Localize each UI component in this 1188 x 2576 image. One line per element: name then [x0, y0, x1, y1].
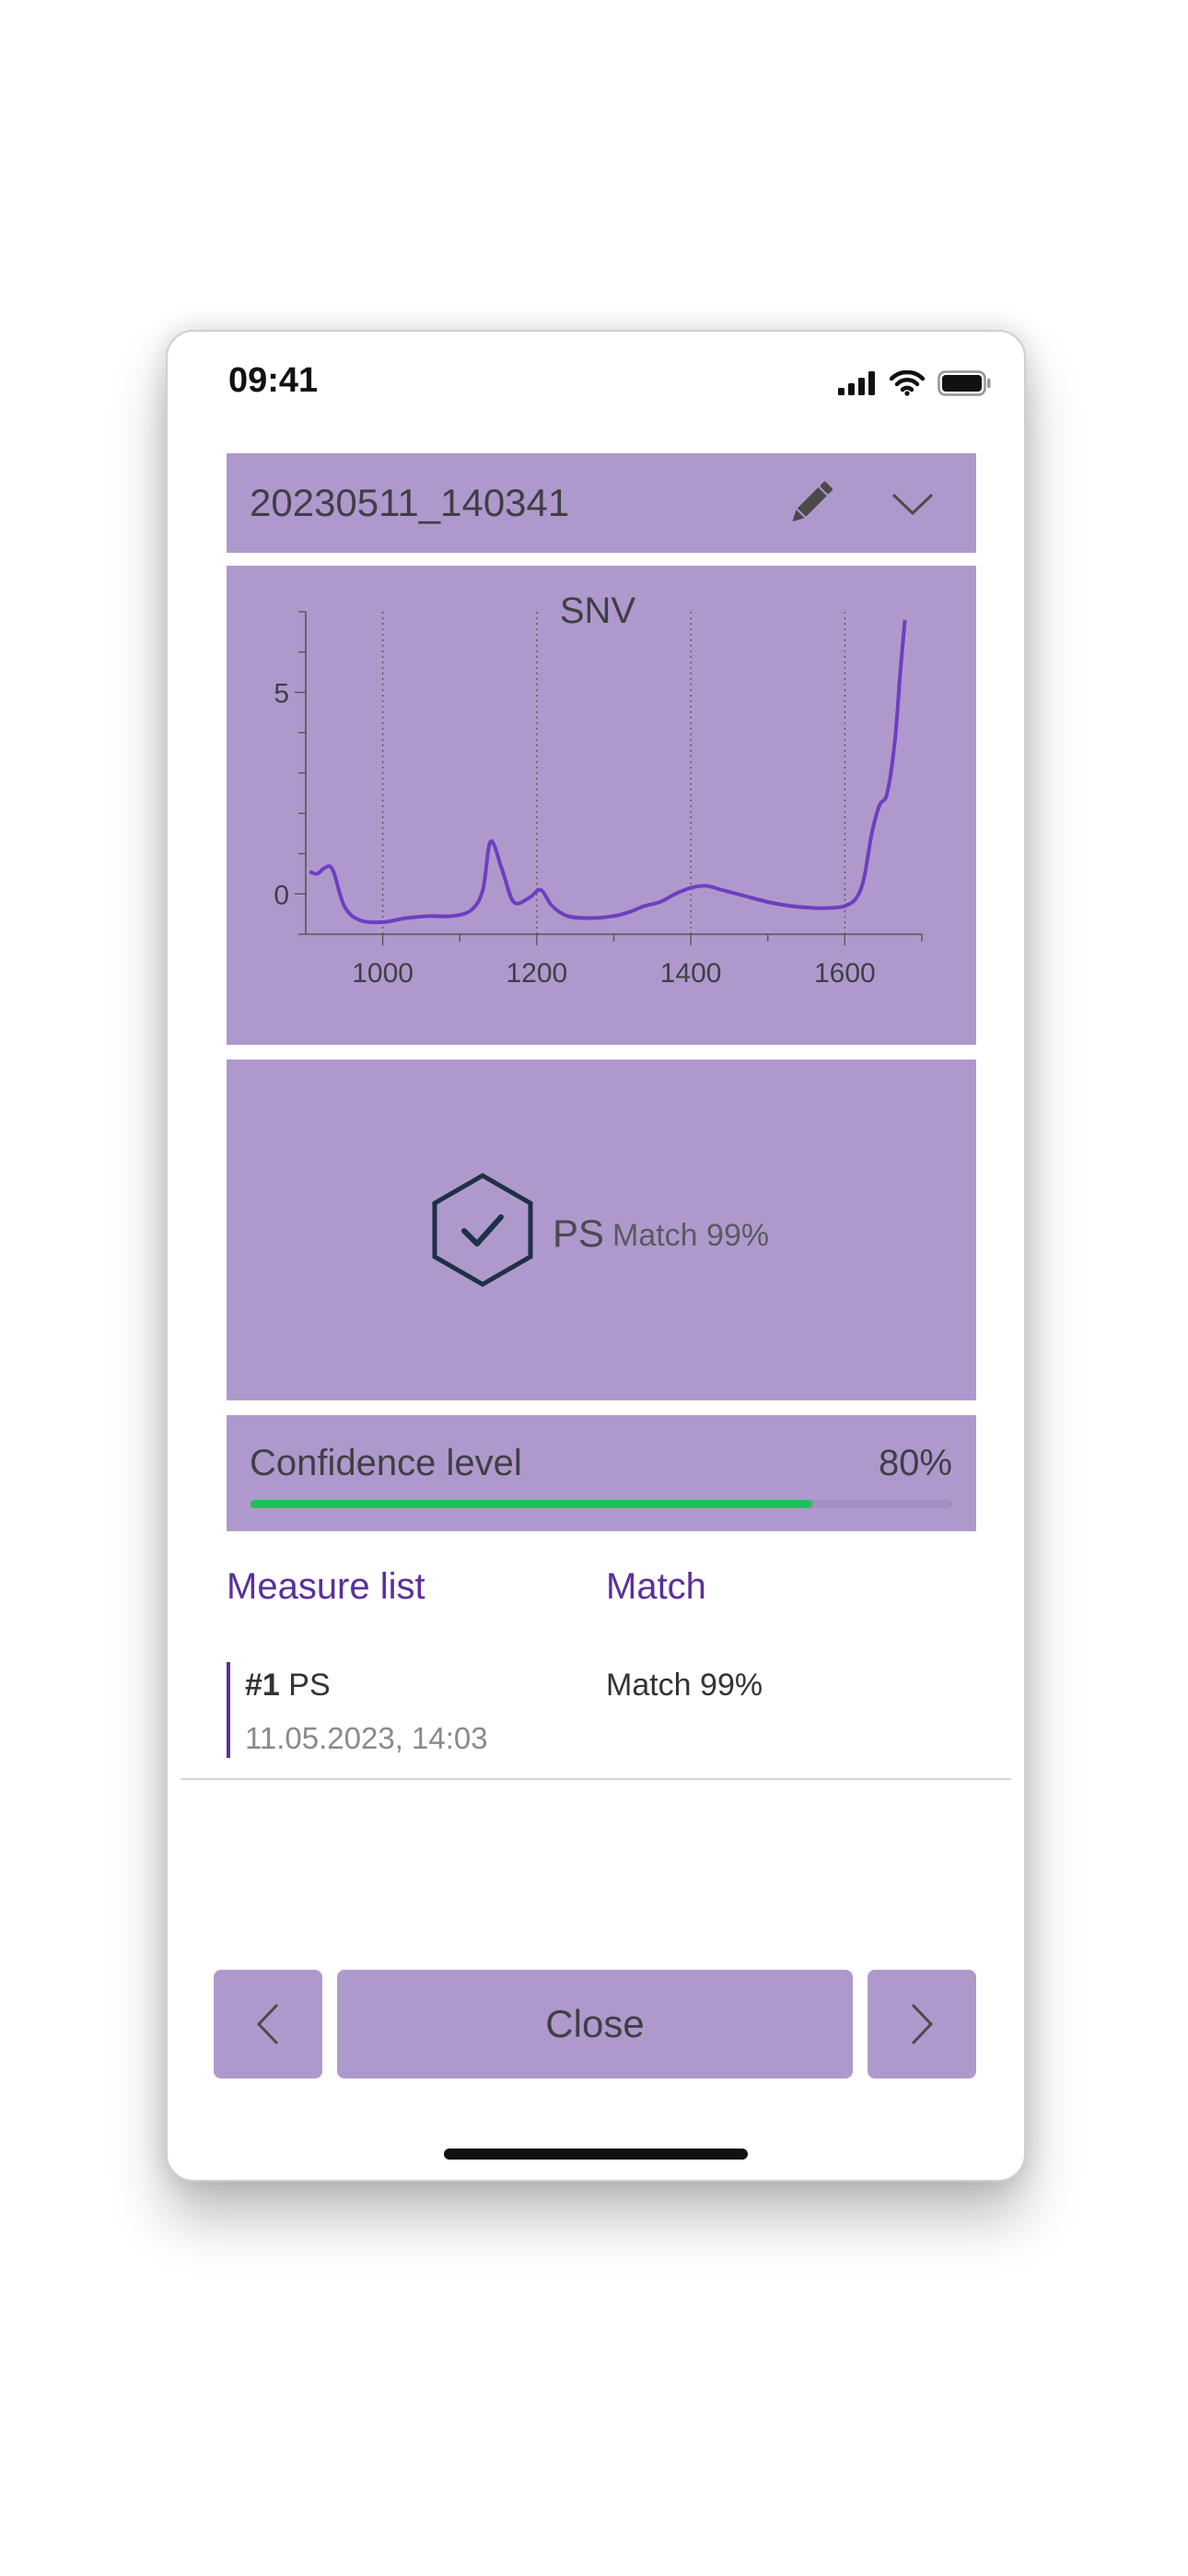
measurement-header: 20230511_140341 — [227, 453, 976, 553]
x-tick-label: 1200 — [507, 958, 568, 989]
chevron-left-icon — [256, 2003, 279, 2045]
x-tick-label: 1400 — [660, 958, 722, 989]
result-match: Match 99% — [612, 1218, 770, 1253]
previous-button[interactable] — [214, 1970, 322, 2078]
row-number: #1 — [245, 1668, 280, 1703]
confidence-value: 80% — [878, 1443, 952, 1483]
x-tick-label: 1600 — [814, 958, 876, 989]
status-icons — [838, 370, 991, 396]
series-line — [309, 619, 907, 925]
chevron-right-icon — [911, 2003, 934, 2045]
result-material: PS — [553, 1212, 605, 1255]
spectrum-chart: SNV 0 5 1000 1200 1400 1600 — [274, 591, 923, 989]
selected-indicator — [227, 1662, 230, 1758]
y-tick-label: 5 — [274, 679, 289, 709]
match-header: Match — [606, 1566, 706, 1607]
phone-frame: 09:41 20230511_140341 — [166, 330, 1026, 2182]
wifi-icon — [890, 370, 925, 396]
confidence-panel: Confidence level 80% — [227, 1415, 976, 1531]
result-panel: PS Match 99% — [227, 1060, 976, 1400]
confidence-fill — [250, 1500, 812, 1508]
battery-icon — [938, 370, 991, 396]
measure-list-header: Measure list — [227, 1566, 425, 1607]
confidence-track — [250, 1500, 952, 1508]
divider — [181, 1778, 1011, 1780]
spectrum-chart-panel: SNV 0 5 1000 1200 1400 1600 — [227, 566, 976, 1045]
close-button[interactable]: Close — [337, 1970, 853, 2078]
status-time: 09:41 — [228, 361, 319, 400]
row-match: Match 99% — [606, 1668, 763, 1703]
measurement-title: 20230511_140341 — [250, 481, 570, 524]
row-material: PS — [288, 1668, 331, 1703]
x-tick-label: 1000 — [352, 958, 413, 989]
confidence-label: Confidence level — [250, 1443, 522, 1483]
next-button[interactable] — [868, 1970, 976, 2078]
hexagon-check-icon — [432, 1173, 533, 1287]
row-date: 11.05.2023, 14:03 — [245, 1721, 488, 1755]
chart-title: SNV — [560, 591, 636, 631]
y-tick-label: 0 — [274, 880, 289, 910]
home-indicator[interactable] — [444, 2149, 748, 2160]
signal-icon — [838, 371, 875, 395]
pencil-icon[interactable] — [783, 475, 838, 531]
row-title: #1 PS — [245, 1668, 331, 1704]
chevron-down-icon[interactable] — [890, 481, 936, 527]
